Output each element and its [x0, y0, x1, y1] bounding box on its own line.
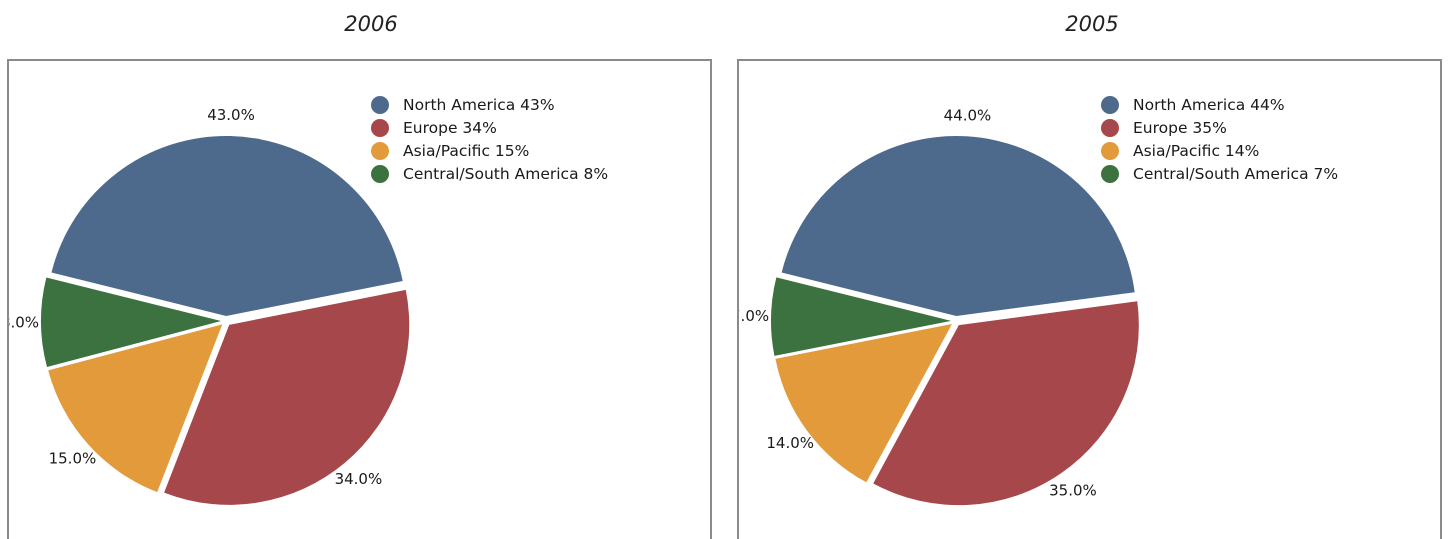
pie-chart-2005: 44.0% 35.0% 14.0% 7.0% — [739, 106, 1139, 506]
legend-item-europe: Europe 34% — [371, 116, 608, 139]
legend-label: Central/South America 7% — [1133, 164, 1339, 183]
slice-label-asia-pacific: 15.0% — [49, 449, 97, 467]
legend-label: Asia/Pacific 14% — [1133, 141, 1260, 160]
pie-panel-2005: 44.0% 35.0% 14.0% 7.0% North America 44% Eu… — [737, 59, 1442, 539]
legend-label: North America 44% — [1133, 95, 1285, 114]
pie-chart-2006: 43.0% 34.0% 15.0% 8.0% — [9, 106, 410, 505]
slice-label-north-america: 44.0% — [944, 106, 992, 124]
legend-label: Central/South America 8% — [403, 164, 609, 183]
legend-swatch-central-south-america — [1101, 164, 1119, 183]
slice-label-asia-pacific: 14.0% — [766, 434, 814, 452]
legend-swatch-europe — [1101, 118, 1119, 137]
pie-slice-asia-pacific — [775, 323, 952, 483]
legend-label: Europe 35% — [1133, 118, 1227, 137]
slice-label-europe: 35.0% — [1049, 482, 1097, 500]
slice-label-central-south-america: 8.0% — [9, 313, 39, 331]
legend-swatch-asia-pacific — [1101, 141, 1119, 160]
chart-title-2005: 2005 — [1065, 12, 1119, 36]
pie-panel-2006: 43.0% 34.0% 15.0% 8.0% North America 43% Eu… — [7, 59, 712, 539]
legend-2006: North America 43% Europe 34% Asia/Pacifi… — [371, 93, 608, 185]
pie-slice-europe — [873, 301, 1139, 506]
legend-swatch-asia-pacific — [371, 141, 389, 160]
legend-swatch-north-america — [1101, 95, 1119, 114]
legend-item-north-america: North America 44% — [1101, 93, 1338, 116]
pie-slice-central-south-america — [41, 277, 222, 368]
legend-swatch-europe — [371, 118, 389, 137]
legend-item-europe: Europe 35% — [1101, 116, 1338, 139]
legend-label: North America 43% — [403, 95, 555, 114]
legend-label: Europe 34% — [403, 118, 497, 137]
legend-swatch-north-america — [371, 95, 389, 114]
legend-item-north-america: North America 43% — [371, 93, 608, 116]
legend-item-asia-pacific: Asia/Pacific 14% — [1101, 139, 1338, 162]
slice-label-europe: 34.0% — [335, 470, 383, 488]
slice-label-north-america: 43.0% — [207, 106, 255, 124]
legend-2005: North America 44% Europe 35% Asia/Pacifi… — [1101, 93, 1338, 185]
pie-slice-europe — [164, 289, 410, 505]
pie-slice-central-south-america — [771, 277, 952, 356]
legend-label: Asia/Pacific 15% — [403, 141, 530, 160]
legend-item-central-south-america: Central/South America 7% — [1101, 162, 1338, 185]
legend-item-central-south-america: Central/South America 8% — [371, 162, 608, 185]
legend-swatch-central-south-america — [371, 164, 389, 183]
pie-slice-north-america — [781, 136, 1135, 317]
pie-slice-asia-pacific — [48, 324, 223, 493]
slice-label-central-south-america: 7.0% — [739, 307, 769, 325]
pie-slice-north-america — [51, 136, 403, 317]
chart-title-2006: 2006 — [344, 12, 398, 36]
legend-item-asia-pacific: Asia/Pacific 15% — [371, 139, 608, 162]
